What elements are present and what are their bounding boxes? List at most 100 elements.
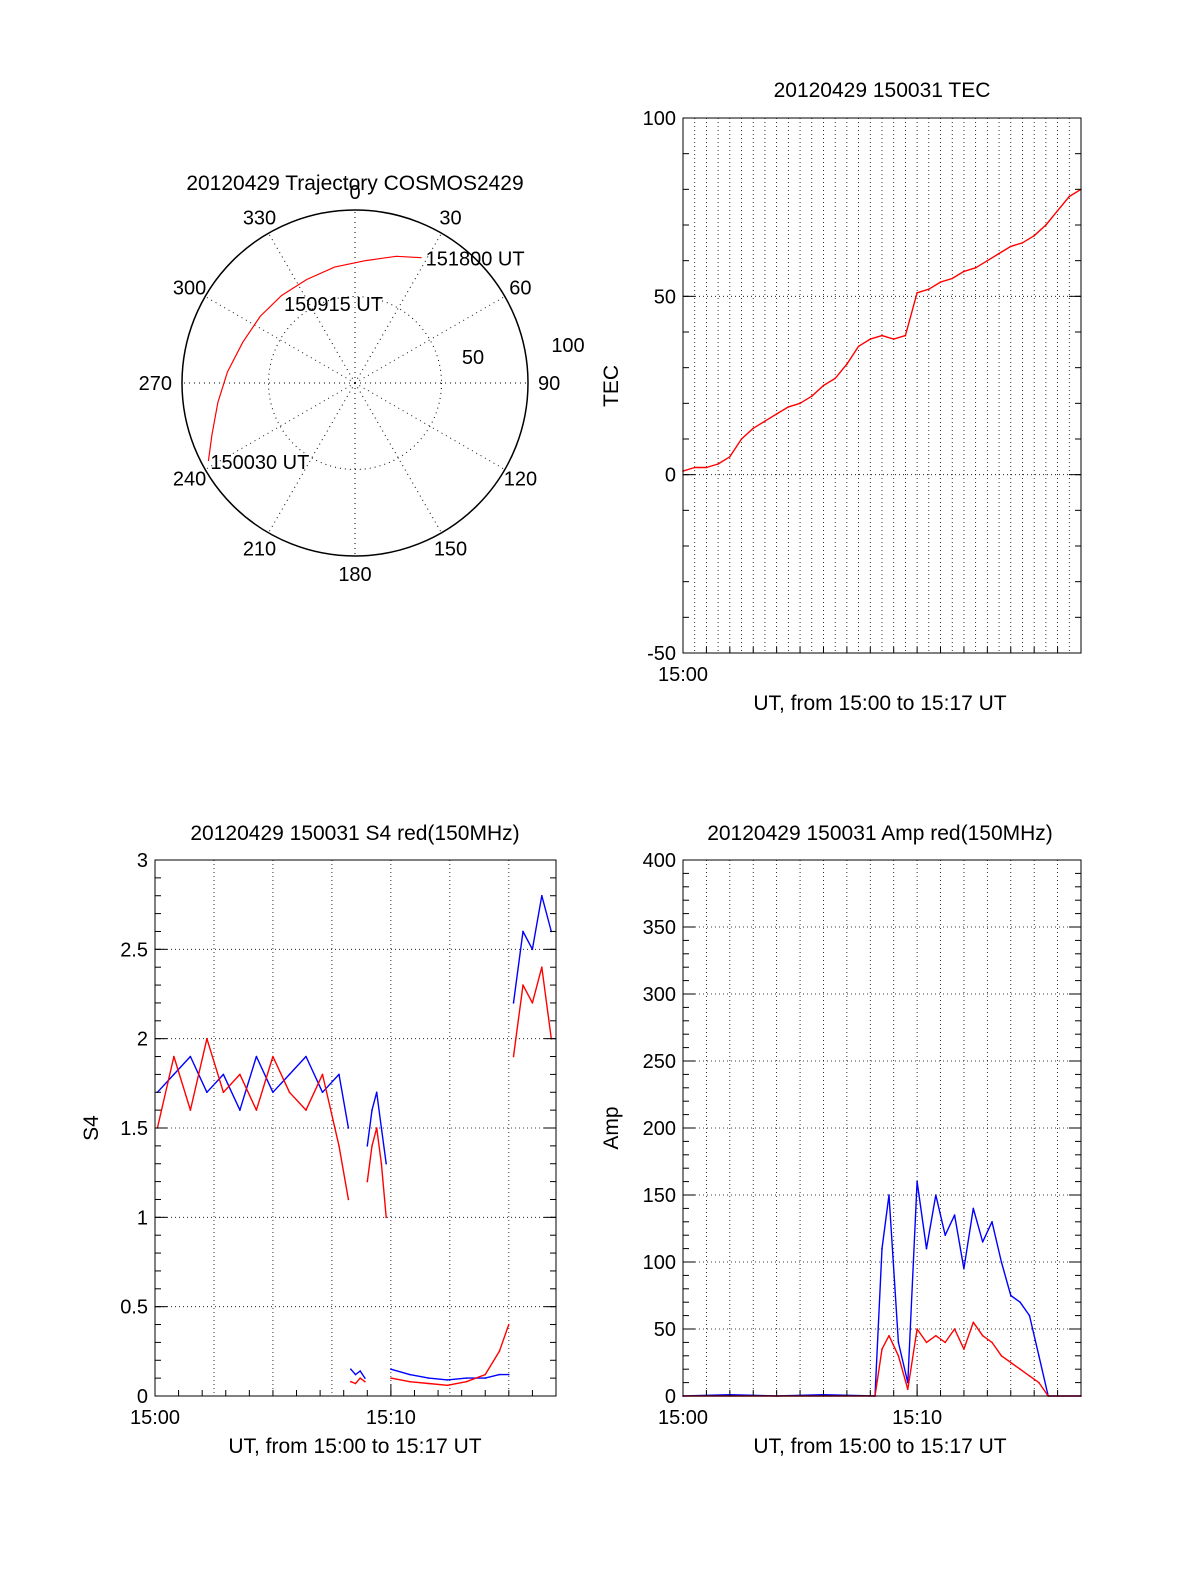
data-point-red xyxy=(305,1109,307,1111)
trajectory-line xyxy=(207,255,422,462)
data-point-red xyxy=(1045,224,1047,226)
y-tick-label: 200 xyxy=(643,1118,676,1140)
data-point-blue xyxy=(173,1073,175,1076)
tec-xlabel: UT, from 15:00 to 15:17 UT xyxy=(753,692,1006,715)
data-point-red xyxy=(935,1334,937,1337)
data-point-red xyxy=(963,1348,965,1350)
data-point-red xyxy=(272,1055,274,1058)
data-point-blue xyxy=(338,1073,340,1076)
data-point-red xyxy=(189,1109,192,1111)
data-point-blue xyxy=(375,1091,378,1094)
data-point-blue xyxy=(981,1241,984,1243)
amp-title: 20120429 150031 Amp red(150MHz) xyxy=(707,822,1053,845)
data-point-red xyxy=(1009,1361,1012,1364)
data-point-red xyxy=(321,1073,324,1076)
data-point-red xyxy=(1021,242,1024,244)
data-point-blue xyxy=(272,1091,274,1094)
data-point-red xyxy=(354,1382,357,1385)
data-point-blue xyxy=(944,1234,947,1236)
azimuth-label: 180 xyxy=(338,564,371,586)
azimuth-label: 90 xyxy=(538,373,560,395)
data-point-red xyxy=(338,1145,340,1147)
data-point-red xyxy=(904,334,907,337)
data-point-red xyxy=(740,438,743,440)
data-point-blue xyxy=(484,1377,487,1379)
series-line-red xyxy=(683,1321,1081,1397)
data-point-red xyxy=(1056,209,1059,212)
data-point-blue xyxy=(972,1207,975,1210)
amp-ticks: 0 50 100 150 200 250 300 350 400 15:00 15:10 xyxy=(643,850,1082,1429)
series-line-red xyxy=(156,1038,350,1200)
data-point-red xyxy=(752,427,755,430)
trajectory-annotation: 150915 UT xyxy=(284,294,383,316)
data-point-blue xyxy=(222,1073,225,1076)
y-tick-label: 100 xyxy=(643,1252,676,1274)
data-point-red xyxy=(371,1145,373,1147)
data-point-red xyxy=(705,466,708,469)
data-point-red xyxy=(359,1377,362,1379)
data-point-red xyxy=(764,420,766,422)
data-point-red xyxy=(1000,1355,1003,1357)
data-point-red xyxy=(810,395,813,398)
x-tick-label: 15:00 xyxy=(658,664,708,686)
y-tick-label: 250 xyxy=(643,1051,676,1073)
trajectory-annotation: 150030 UT xyxy=(210,452,309,474)
data-point-blue xyxy=(349,1368,352,1370)
data-point-red xyxy=(446,1384,449,1387)
s4-xlabel: UT, from 15:00 to 15:17 UT xyxy=(228,1435,481,1458)
data-point-blue xyxy=(189,1055,192,1058)
data-point-red xyxy=(366,1180,369,1183)
azimuth-label: 270 xyxy=(139,373,172,395)
data-point-blue xyxy=(239,1109,241,1111)
data-point-red xyxy=(974,267,977,269)
data-point-blue xyxy=(390,1368,392,1370)
data-point-red xyxy=(239,1073,241,1076)
y-tick-label: 300 xyxy=(643,984,676,1006)
s4-grid xyxy=(155,860,556,1396)
y-tick-label: 100 xyxy=(643,108,676,130)
data-point-blue xyxy=(1038,1355,1040,1357)
data-point-blue xyxy=(1009,1294,1012,1297)
data-point-red xyxy=(349,1380,352,1383)
series-line-red xyxy=(512,966,552,1057)
y-tick-label: 1 xyxy=(137,1207,148,1229)
data-point-blue xyxy=(371,1109,373,1111)
azimuth-label: 0 xyxy=(349,182,360,204)
data-point-blue xyxy=(255,1055,258,1058)
trajectory-track xyxy=(207,255,422,462)
data-point-red xyxy=(787,406,790,408)
data-point-red xyxy=(822,384,825,387)
polar-ring-50 xyxy=(268,296,442,470)
y-tick-label: 0.5 xyxy=(120,1297,148,1319)
data-point-blue xyxy=(991,1221,993,1223)
data-point-red xyxy=(881,1348,883,1350)
data-point-blue xyxy=(364,1377,366,1379)
data-point-red xyxy=(799,402,801,405)
y-tick-label: 2 xyxy=(137,1029,148,1051)
y-tick-label: 3 xyxy=(137,850,148,872)
y-tick-label: 0 xyxy=(665,1386,676,1408)
data-point-blue xyxy=(446,1379,449,1381)
data-point-red xyxy=(484,1373,487,1376)
data-point-blue xyxy=(206,1091,208,1094)
data-point-red xyxy=(857,345,860,348)
data-point-blue xyxy=(916,1180,918,1183)
x-tick-label: 15:00 xyxy=(658,1407,708,1429)
tec-grid xyxy=(683,118,1081,653)
tec-ylabel: TEC xyxy=(600,365,623,407)
data-point-red xyxy=(897,1355,900,1357)
data-point-blue xyxy=(305,1055,307,1058)
azimuth-label: 300 xyxy=(173,278,206,300)
amp-series xyxy=(682,1180,1082,1397)
data-point-red xyxy=(881,334,883,337)
data-point-red xyxy=(380,1162,383,1165)
data-point-blue xyxy=(354,1373,357,1376)
s4-title: 20120429 150031 S4 red(150MHz) xyxy=(190,822,519,845)
data-point-red xyxy=(991,1341,993,1344)
data-point-blue xyxy=(881,1247,883,1250)
data-point-red xyxy=(1028,1375,1031,1377)
s4-ylabel: S4 xyxy=(80,1115,103,1141)
data-point-red xyxy=(953,1328,956,1330)
data-point-red xyxy=(427,1382,430,1385)
polar-grid xyxy=(181,209,529,557)
